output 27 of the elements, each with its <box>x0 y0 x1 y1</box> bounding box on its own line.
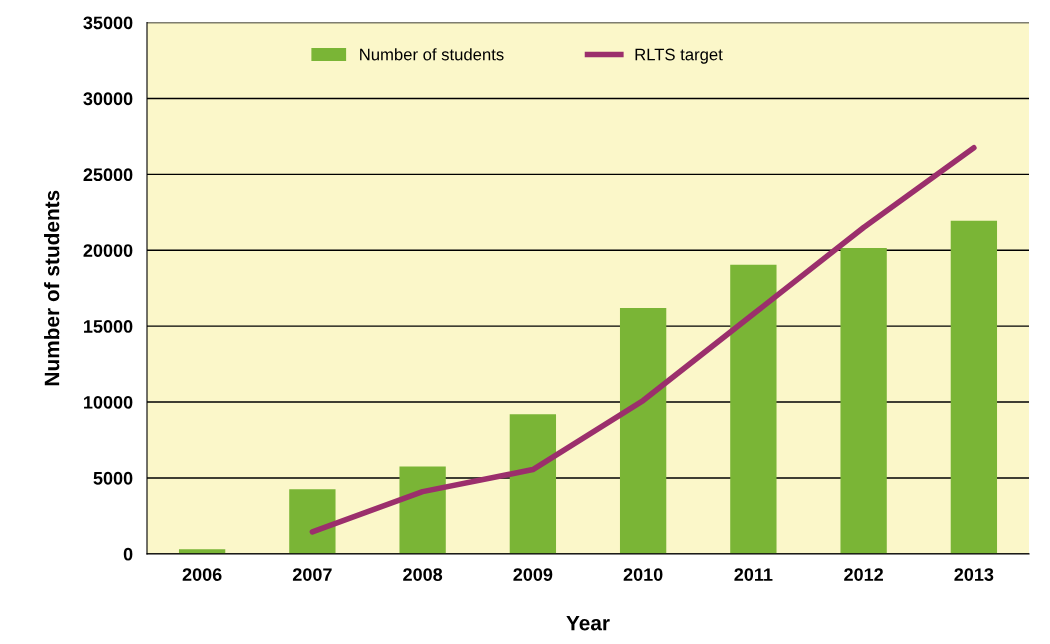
x-tick-label: 2013 <box>954 568 994 582</box>
y-tick-label: 25000 <box>83 168 133 182</box>
bar <box>399 466 446 554</box>
y-tick-label: 10000 <box>84 395 133 409</box>
y-tick-label: 5000 <box>93 471 133 485</box>
legend-label: RLTS target <box>635 48 723 64</box>
bar <box>730 264 777 554</box>
bar <box>840 247 887 554</box>
y-tick-label: 15000 <box>84 320 133 333</box>
bar <box>619 307 667 554</box>
x-tick-label: 2008 <box>403 568 443 581</box>
x-axis-title: Year <box>566 615 610 631</box>
x-tick-label: 2006 <box>182 568 222 581</box>
y-tick-label: 35000 <box>83 16 133 30</box>
x-tick-label: 2010 <box>623 568 663 581</box>
bar <box>289 489 336 554</box>
x-tick-label: 2009 <box>513 568 553 581</box>
bar <box>950 220 998 554</box>
x-tick-label: 2012 <box>844 568 883 581</box>
y-tick-label: 0 <box>123 547 133 561</box>
x-tick-label: 2011 <box>734 568 773 581</box>
x-tick-label: 2007 <box>292 568 332 581</box>
y-axis-title: Number of students <box>44 190 60 386</box>
bar <box>509 414 557 554</box>
y-tick-label: 20000 <box>83 244 133 257</box>
legend-label: Number of students <box>360 48 504 61</box>
y-tick-label: 30000 <box>83 92 133 106</box>
